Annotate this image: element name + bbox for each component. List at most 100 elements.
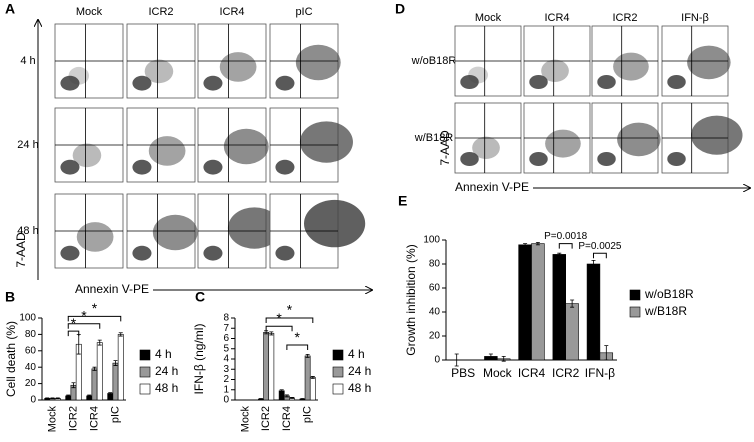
cell-cloud <box>203 75 223 91</box>
significance-bracket <box>67 330 80 337</box>
y-tick-label: 40 <box>25 362 37 373</box>
column-label: ICR2 <box>148 6 173 18</box>
cell-cloud <box>613 52 649 81</box>
x-axis-label: Annexin V-PE <box>75 282 149 296</box>
legend-label: 24 h <box>155 364 178 378</box>
bar <box>552 254 566 361</box>
bar <box>268 333 275 401</box>
y-tick-label: 3 <box>223 364 229 375</box>
significance-bracket <box>67 323 101 329</box>
cell-cloud <box>541 59 569 82</box>
y-axis-label: 7-AAD <box>438 130 452 166</box>
bar <box>117 334 124 401</box>
y-tick-label: 100 <box>423 235 440 246</box>
x-tick-label: ICR4 <box>281 406 293 431</box>
column-label: IFN-β <box>681 12 709 24</box>
cell-cloud <box>132 245 152 261</box>
legend-label: 48 h <box>348 381 371 395</box>
x-tick-label: Mock <box>46 406 58 433</box>
legend-swatch <box>629 289 641 301</box>
y-tick-label: 4 <box>223 354 229 365</box>
error-bar <box>113 360 118 366</box>
error-bar <box>305 353 310 358</box>
column-label: Mock <box>475 12 502 24</box>
bar <box>309 377 316 401</box>
cell-cloud <box>60 159 80 175</box>
panel-letter: A <box>5 1 15 17</box>
cell-cloud <box>60 75 80 91</box>
cell-cloud <box>68 66 90 85</box>
annotation: * <box>71 315 77 331</box>
bar <box>518 244 532 361</box>
x-tick-label: pIC <box>302 406 314 423</box>
column-label: ICR2 <box>612 12 637 24</box>
cell-cloud <box>60 245 80 261</box>
cell-cloud <box>460 75 479 89</box>
error-bar <box>45 397 50 400</box>
column-label: ICR4 <box>219 6 244 18</box>
bar <box>96 342 103 401</box>
bar <box>91 368 98 401</box>
cell-cloud <box>72 143 102 168</box>
y-tick-label: 60 <box>429 283 441 294</box>
row-label: 24 h <box>17 139 38 151</box>
cell-cloud <box>597 152 616 166</box>
significance-bracket <box>265 325 293 332</box>
y-tick-label: 20 <box>429 331 441 342</box>
legend-swatch <box>332 383 344 395</box>
bar <box>263 332 270 401</box>
legend-swatch <box>332 366 344 378</box>
x-tick-label: ICR2 <box>260 406 272 431</box>
y-axis-label: Growth inhibition (%) <box>404 244 418 355</box>
x-tick-label: Mock <box>239 406 251 433</box>
legend-label: w/B18R <box>644 304 687 318</box>
x-tick-label: ICR2 <box>67 406 79 431</box>
y-tick-label: 60 <box>25 345 37 356</box>
y-tick-label: 100 <box>19 313 36 324</box>
cell-cloud <box>132 75 152 91</box>
annotation: * <box>295 329 301 345</box>
error-bar <box>523 243 528 247</box>
x-tick-label: ICR4 <box>518 366 546 380</box>
y-tick-label: 20 <box>25 378 37 389</box>
error-bar <box>279 389 284 393</box>
legend-swatch <box>139 366 151 378</box>
cell-cloud <box>223 128 269 165</box>
row-label: w/oB18R <box>411 55 457 67</box>
y-tick-label: 0 <box>30 395 36 406</box>
x-tick-label: pIC <box>109 406 121 423</box>
significance-bracket <box>286 344 309 351</box>
bar <box>565 303 579 361</box>
error-bar <box>488 353 493 360</box>
cell-cloud <box>304 199 366 248</box>
significance-bracket <box>558 243 573 249</box>
legend-label: 4 h <box>155 347 172 361</box>
x-tick-label: Mock <box>483 366 513 380</box>
significance-bracket <box>592 252 607 259</box>
y-axis-label: IFN-β (ng/ml) <box>192 324 206 395</box>
annotation: * <box>81 307 87 323</box>
cell-cloud <box>203 159 223 175</box>
significance-bracket <box>265 317 314 323</box>
y-tick-label: 80 <box>429 259 441 270</box>
legend-label: 48 h <box>155 381 178 395</box>
column-label: Mock <box>76 6 103 18</box>
error-bar <box>300 398 305 400</box>
x-tick-label: ICR2 <box>552 366 580 380</box>
cell-cloud <box>545 129 581 158</box>
error-bar <box>557 252 562 256</box>
row-label: 48 h <box>17 225 38 237</box>
error-bar <box>87 394 92 398</box>
column-label: ICR4 <box>544 12 569 24</box>
error-bar <box>591 260 596 268</box>
legend-label: 24 h <box>348 364 371 378</box>
y-tick-label: 6 <box>223 333 229 344</box>
error-bar <box>108 392 113 395</box>
error-bar <box>535 242 540 246</box>
y-tick-label: 1 <box>223 384 229 395</box>
cell-cloud <box>460 152 479 166</box>
error-bar <box>55 397 60 400</box>
y-tick-label: 0 <box>434 355 440 366</box>
bar <box>586 263 601 361</box>
error-bar <box>258 398 263 400</box>
